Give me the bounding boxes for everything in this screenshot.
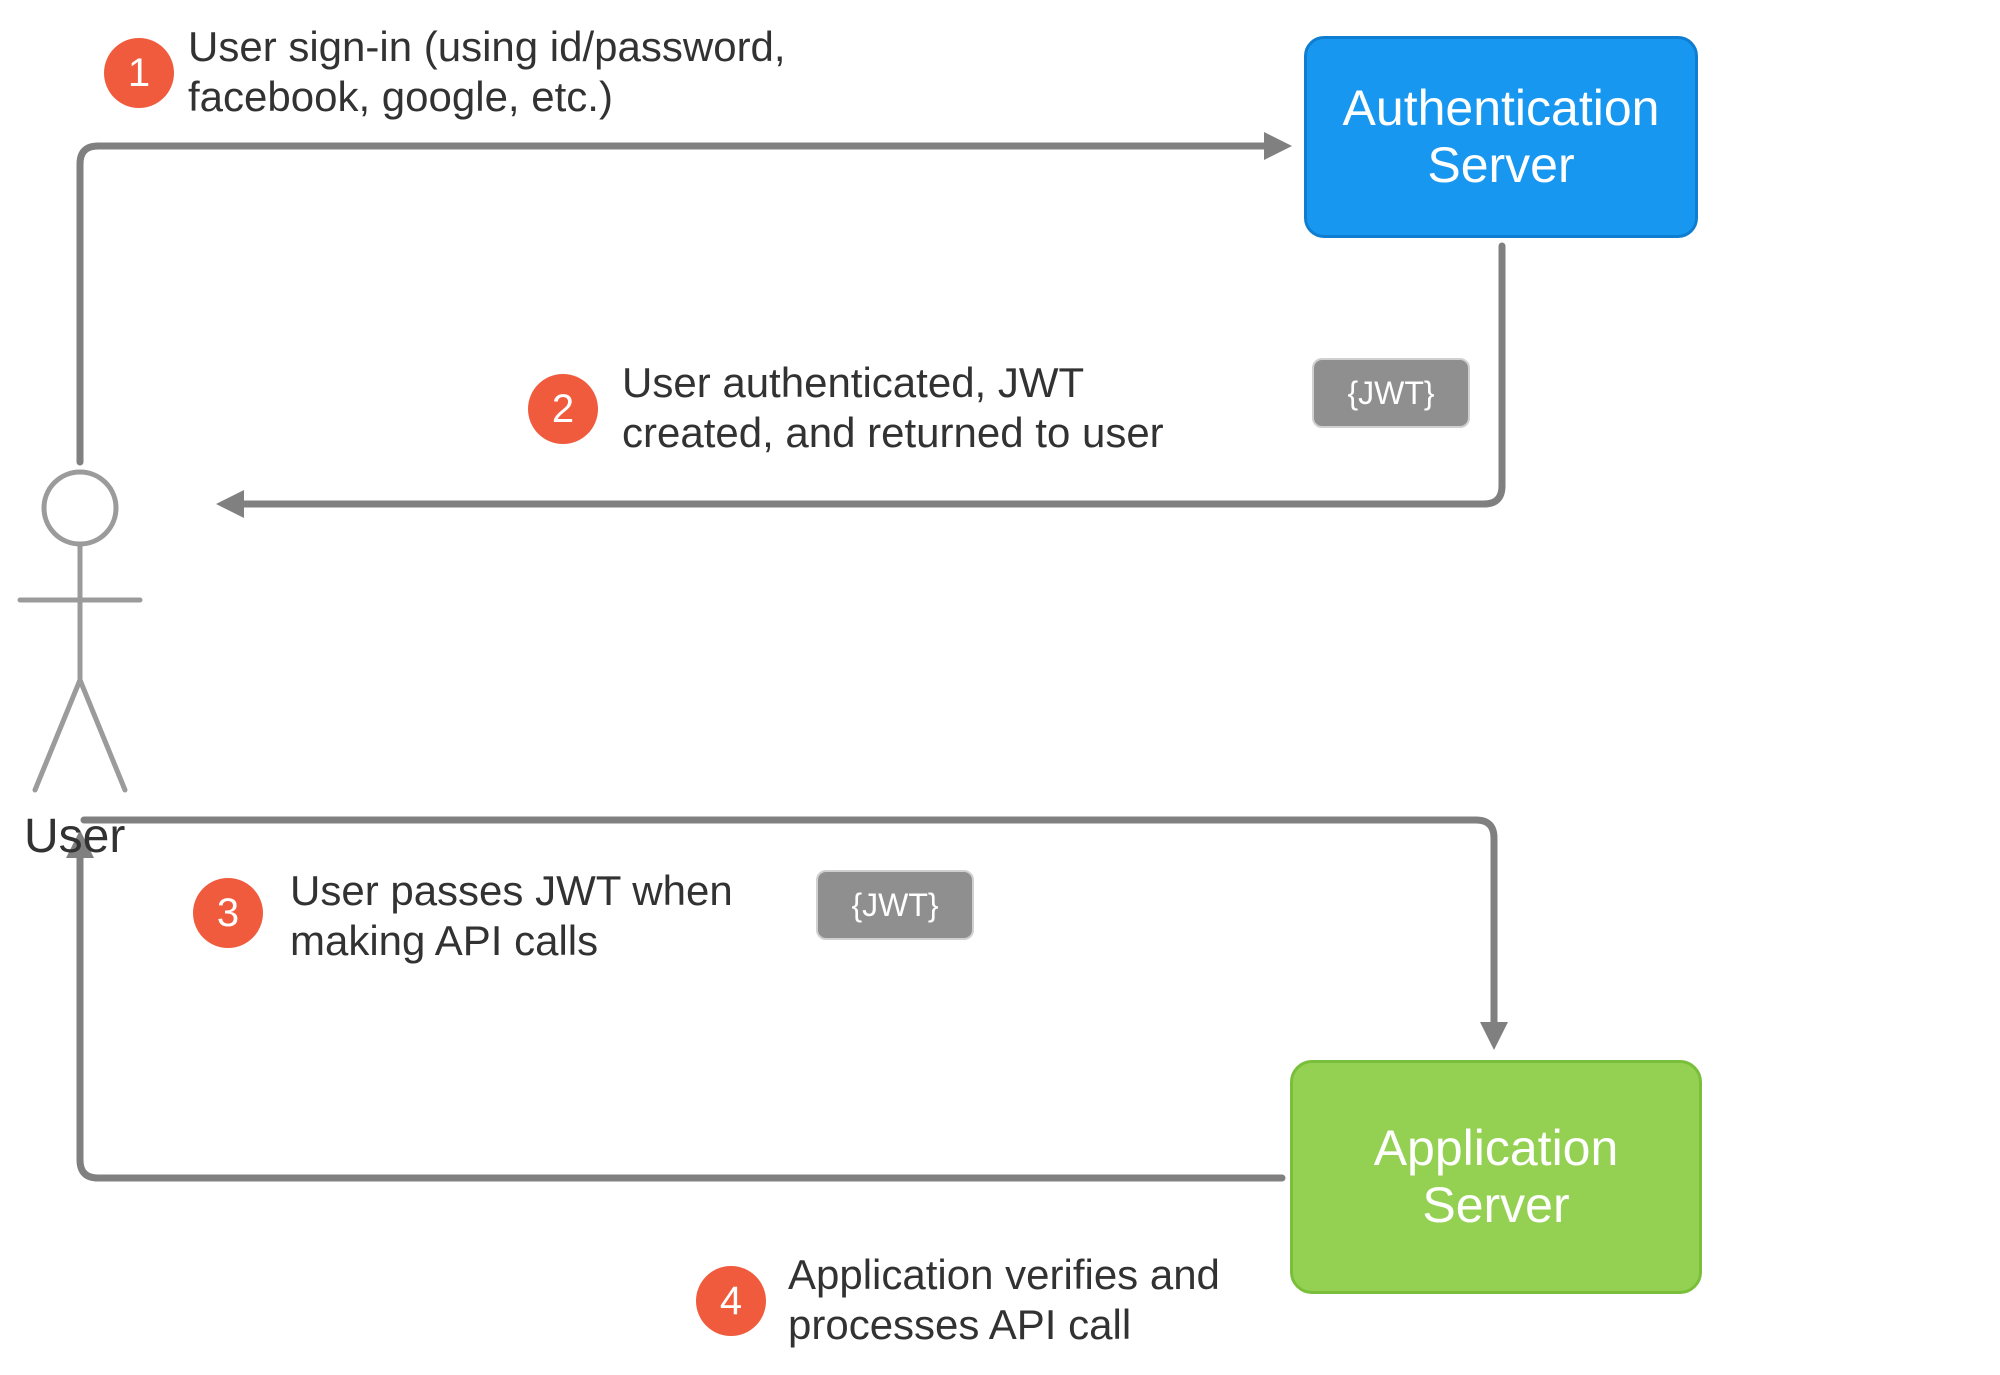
step-badge-4: 4 [696, 1266, 766, 1336]
user-label: User [24, 808, 125, 866]
authentication-server-node: Authentication Server [1304, 36, 1698, 238]
app-server-line2: Server [1374, 1177, 1619, 1235]
jwt-token-badge: {JWT} [816, 870, 974, 940]
step-label-3: User passes JWT whenmaking API calls [290, 866, 810, 967]
step-badge-1: 1 [104, 38, 174, 108]
step-label-4: Application verifies andprocesses API ca… [788, 1250, 1348, 1351]
auth-server-line1: Authentication [1343, 80, 1660, 138]
step-badge-3: 3 [193, 878, 263, 948]
jwt-text: {JWT} [851, 887, 938, 924]
diagram-canvas: { "canvas": { "width": 2000, "height": 1… [0, 0, 2000, 1375]
jwt-token-badge: {JWT} [1312, 358, 1470, 428]
application-server-node: Application Server [1290, 1060, 1702, 1294]
step-badge-2: 2 [528, 374, 598, 444]
jwt-text: {JWT} [1347, 375, 1434, 412]
step-label-1: User sign-in (using id/password,facebook… [188, 22, 908, 123]
app-server-line1: Application [1374, 1120, 1619, 1178]
auth-server-line2: Server [1343, 137, 1660, 195]
step-label-2: User authenticated, JWTcreated, and retu… [622, 358, 1262, 459]
